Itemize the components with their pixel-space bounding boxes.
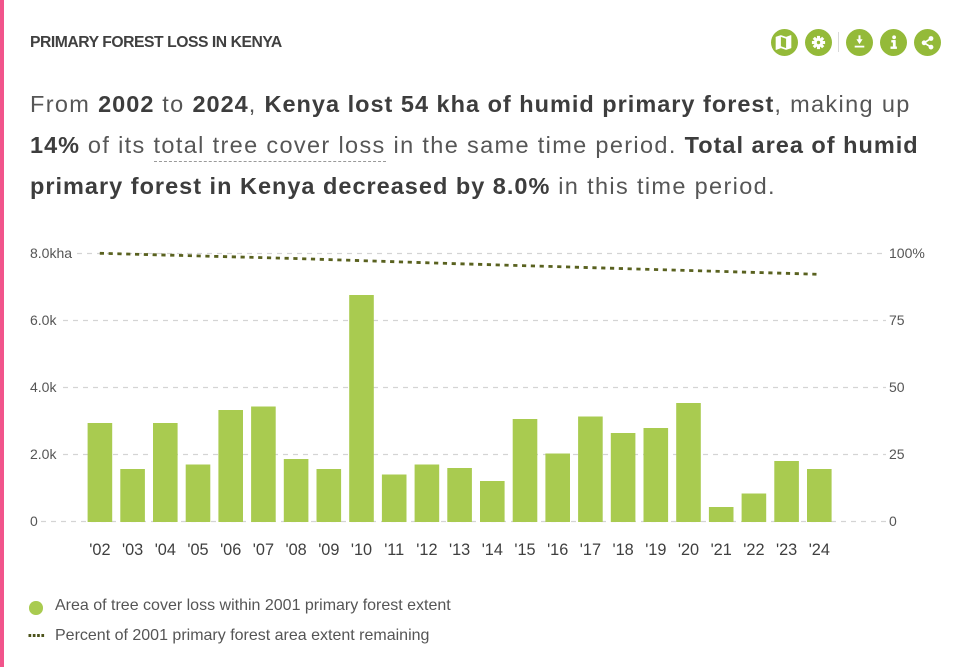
svg-text:4.0k: 4.0k xyxy=(30,379,57,395)
svg-text:'24: '24 xyxy=(809,541,830,559)
svg-text:0: 0 xyxy=(889,513,897,529)
svg-text:8.0kha: 8.0kha xyxy=(30,245,72,261)
svg-text:100%: 100% xyxy=(889,245,925,261)
svg-text:2.0k: 2.0k xyxy=(30,446,57,462)
svg-text:'21: '21 xyxy=(711,541,732,559)
svg-text:'13: '13 xyxy=(449,541,470,559)
svg-text:'11: '11 xyxy=(384,541,404,559)
svg-text:50: 50 xyxy=(889,379,905,395)
svg-text:'12: '12 xyxy=(416,541,437,559)
svg-text:'03: '03 xyxy=(122,541,143,559)
svg-text:'02: '02 xyxy=(89,541,110,559)
svg-text:0: 0 xyxy=(30,513,38,529)
svg-text:'17: '17 xyxy=(580,541,601,559)
svg-text:'23: '23 xyxy=(776,541,797,559)
svg-text:'07: '07 xyxy=(253,541,274,559)
svg-text:'20: '20 xyxy=(678,541,699,559)
svg-text:'19: '19 xyxy=(645,541,666,559)
svg-text:'06: '06 xyxy=(220,541,241,559)
svg-text:75: 75 xyxy=(889,312,905,328)
svg-text:'16: '16 xyxy=(547,541,568,559)
svg-text:'15: '15 xyxy=(514,541,535,559)
svg-text:'22: '22 xyxy=(743,541,764,559)
svg-text:'08: '08 xyxy=(285,541,306,559)
svg-text:'14: '14 xyxy=(482,541,503,559)
svg-text:'04: '04 xyxy=(155,541,176,559)
svg-text:'09: '09 xyxy=(318,541,339,559)
svg-text:'18: '18 xyxy=(612,541,633,559)
svg-text:25: 25 xyxy=(889,446,905,462)
svg-text:'05: '05 xyxy=(187,541,208,559)
svg-text:6.0k: 6.0k xyxy=(30,312,57,328)
svg-text:'10: '10 xyxy=(351,541,372,559)
